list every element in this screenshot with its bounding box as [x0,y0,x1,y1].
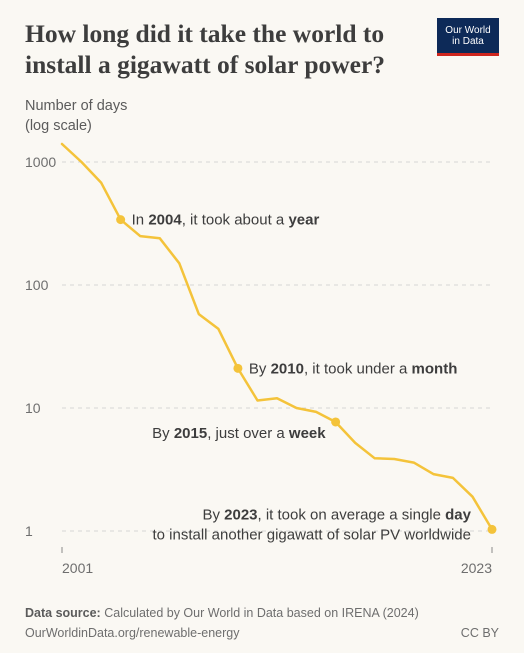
x-tick-label: 2023 [461,560,492,576]
y-tick-label: 100 [25,277,49,293]
data-point-2010 [233,363,243,373]
y-axis-label-line-2: (log scale) [25,118,92,134]
y-axis-label: Number of days (log scale) [25,96,127,136]
data-point-2023 [487,524,497,534]
annotation-2015: By 2015, just over a week [152,425,326,442]
data-source-text: Calculated by Our World in Data based on… [104,606,419,620]
license-label: CC BY [460,626,499,640]
annotation-2023-line-2: to install another gigawatt of solar PV … [152,526,471,543]
data-source: Data source: Calculated by Our World in … [25,603,499,623]
logo-line-2: in Data [452,36,484,47]
series-line [60,142,494,531]
data-point-2015 [331,417,341,427]
y-tick-label: 1000 [25,154,56,170]
line-chart: 1 10 100 1000 2001 2023 In 2004, it took about… [25,142,497,576]
footer: Data source: Calculated by Our World in … [25,603,499,643]
annotation-2010: By 2010, it took under a month [249,360,457,377]
annotation-2004: In 2004, it took about a year [132,212,320,229]
y-tick-label: 10 [25,400,41,416]
y-tick-label: 1 [25,523,33,539]
footer-url-link[interactable]: OurWorldinData.org/renewable-energy [25,626,240,640]
x-tick-label: 2001 [62,560,93,576]
data-point-2004 [116,215,126,225]
data-source-label: Data source: [25,606,101,620]
y-axis-label-line-1: Number of days [25,98,128,114]
logo-line-1: Our World [445,25,491,36]
chart-title: How long did it take the world to instal… [25,19,386,79]
owid-logo[interactable]: Our World in Data [437,18,499,56]
annotation-2023: By 2023, it took on average a single day [202,506,471,523]
